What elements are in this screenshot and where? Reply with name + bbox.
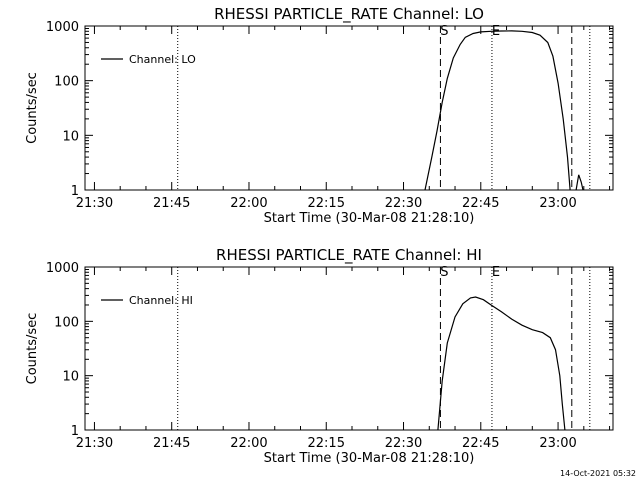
y-tick-label: 1 [71, 184, 79, 199]
x-tick-label: 21:30 [76, 436, 113, 451]
event-marker-label: S [440, 265, 448, 280]
x-tick-label: 22:30 [385, 196, 422, 211]
y-tick-label: 100 [54, 75, 79, 90]
y-tick-label: 1000 [46, 261, 79, 276]
event-marker-label: S [440, 24, 448, 39]
x-tick-label: 22:15 [308, 196, 345, 211]
x-tick-label: 22:00 [230, 196, 267, 211]
y-axis-label: Counts/sec [25, 313, 40, 385]
event-marker-label: E [492, 265, 500, 280]
chart-title: RHESSI PARTICLE_RATE Channel: LO [214, 5, 484, 24]
plot-frame [84, 25, 614, 191]
y-tick-label: 1 [71, 424, 79, 439]
x-tick-label: 22:30 [385, 436, 422, 451]
x-tick-label: 22:45 [462, 196, 499, 211]
y-tick-label: 10 [62, 370, 79, 385]
x-tick-label: 21:45 [153, 436, 190, 451]
x-tick-label: 22:00 [230, 436, 267, 451]
x-tick-label: 23:00 [539, 436, 576, 451]
legend-label: Channel: HI [129, 294, 193, 307]
x-tick-label: 21:30 [76, 196, 113, 211]
x-axis-label: Start Time (30-Mar-08 21:28:10) [264, 211, 475, 226]
y-tick-label: 10 [62, 129, 79, 144]
legend-label: Channel: LO [129, 53, 196, 66]
chart-panel-hi: RHESSI PARTICLE_RATE Channel: HI 21:30 21:… [25, 246, 614, 466]
x-tick-label: 22:45 [462, 436, 499, 451]
chart-panel-lo: RHESSI PARTICLE_RATE Channel: LO 21:30 21:… [25, 5, 614, 226]
chart-title: RHESSI PARTICLE_RATE Channel: HI [216, 246, 482, 265]
generation-timestamp: 14-Oct-2021 05:32 [560, 469, 636, 478]
plot-frame [84, 266, 614, 431]
y-tick-label: 100 [54, 315, 79, 330]
x-tick-label: 23:00 [539, 196, 576, 211]
series-line [424, 30, 571, 191]
x-tick-label: 22:15 [308, 436, 345, 451]
x-tick-label: 21:45 [153, 196, 190, 211]
y-tick-label: 1000 [46, 20, 79, 35]
y-axis-label: Counts/sec [25, 72, 40, 144]
series-line [437, 296, 566, 431]
series-line [575, 174, 584, 191]
x-axis-label: Start Time (30-Mar-08 21:28:10) [264, 451, 475, 466]
